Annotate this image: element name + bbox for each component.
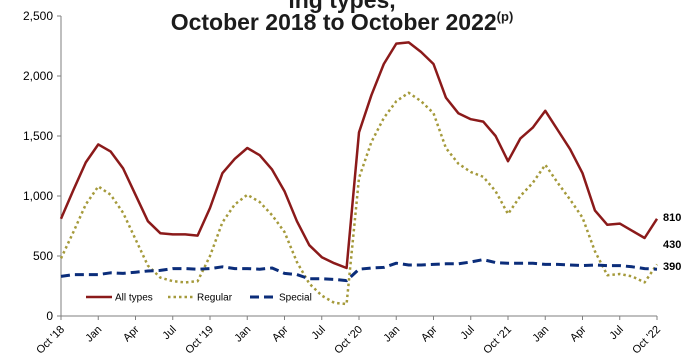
end-labels: 810 430 390: [663, 212, 681, 273]
x-tick-label: Jan: [232, 324, 253, 345]
legend: All types Regular Special: [86, 293, 312, 304]
x-tick-label: Jan: [381, 324, 402, 345]
x-tick-label: Jul: [160, 324, 178, 342]
y-tick-label: 1,000: [23, 189, 53, 203]
y-tick-label: 1,500: [23, 129, 53, 143]
x-tick-label: Jul: [458, 324, 476, 342]
x-tick-label: Oct '20: [332, 324, 365, 354]
x-tick-label: Jul: [607, 324, 625, 342]
end-label-all-types: 810: [663, 212, 681, 224]
y-tick-label: 2,000: [23, 69, 53, 83]
x-tick-label: Oct '21: [481, 324, 514, 354]
y-tick-label: 2,500: [23, 9, 53, 23]
x-tick-label: Oct '18: [34, 324, 67, 354]
chart-title-superscript: (p): [497, 9, 514, 24]
series-lines: [59, 41, 659, 306]
chart-title-line2: October 2018 to October 2022(p): [171, 9, 514, 35]
x-tick-label: Apr: [419, 323, 440, 344]
chart-title-line1: ing types,: [288, 0, 395, 13]
legend-label: All types: [115, 293, 153, 304]
legend-label: Regular: [197, 293, 233, 304]
x-tick-label: Apr: [121, 323, 142, 344]
y-tick-label: 500: [33, 249, 53, 263]
x-tick-label: Apr: [568, 323, 589, 344]
x-axis-ticks: Oct '18 Jan Apr Jul Oct '19 Jan Apr Jul Oct '20 J…: [34, 316, 663, 354]
x-tick-label: Oct '19: [183, 324, 216, 354]
x-tick-label: Jul: [309, 324, 327, 342]
chart-title-text: October 2018 to October 2022: [171, 9, 497, 35]
x-tick-label: Apr: [270, 323, 291, 344]
x-tick-label: Oct '22: [630, 324, 663, 354]
end-label-special: 390: [663, 261, 681, 273]
x-tick-label: Jan: [530, 324, 551, 345]
series-line-all-types: [59, 41, 659, 270]
x-tick-label: Jan: [83, 324, 104, 345]
series-line-regular: [59, 91, 659, 306]
legend-label: Special: [279, 293, 312, 304]
end-label-regular: 430: [663, 239, 681, 251]
y-tick-label: 0: [46, 309, 53, 323]
y-axis-ticks: 0 500 1,000 1,500 2,000 2,500: [23, 9, 61, 323]
series-line-special: [60, 258, 658, 283]
